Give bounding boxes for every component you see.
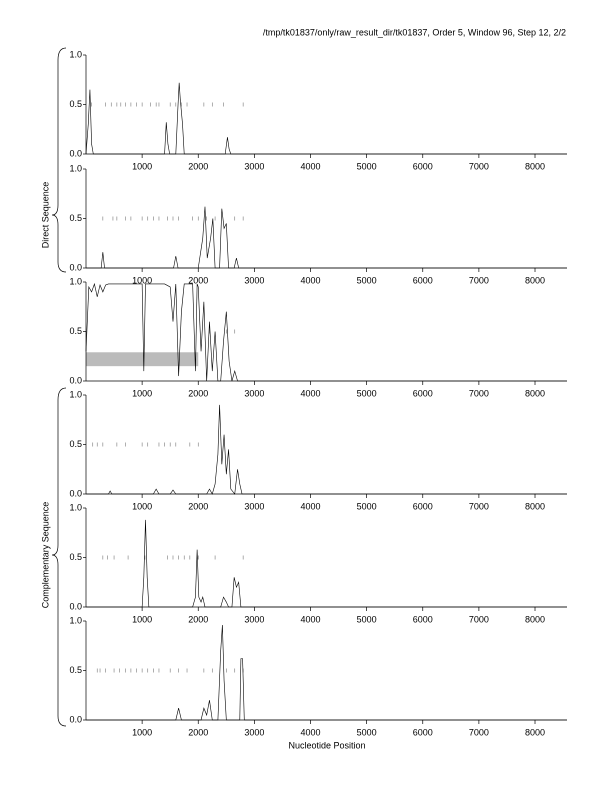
x-tick-label: 3000 (244, 161, 264, 171)
y-tick-label: 0.0 (69, 262, 82, 272)
y-tick-label: 0.5 (69, 213, 82, 223)
line (86, 624, 567, 721)
x-tick-label: 3000 (244, 275, 264, 285)
x-tick-label: 2000 (188, 388, 208, 398)
x-tick-label: 3000 (244, 501, 264, 511)
y-tick-label: 0.5 (69, 552, 82, 562)
x-tick-label: 2000 (188, 161, 208, 171)
x-tick-label: 3000 (244, 388, 264, 398)
x-tick-label: 7000 (469, 275, 489, 285)
x-tick-label: 3000 (244, 727, 264, 737)
line (85, 82, 567, 155)
group-brace (51, 47, 67, 273)
x-tick-label: 2000 (188, 501, 208, 511)
x-tick-label: 4000 (300, 501, 320, 511)
header-title: /tmp/tk01837/only/raw_result_dir/tk01837… (263, 27, 566, 37)
x-tick-label: 5000 (357, 501, 377, 511)
y-tick-label: 0.0 (69, 148, 82, 158)
x-tick-label: 6000 (413, 501, 433, 511)
group-label: Complementary Sequence (40, 502, 50, 609)
x-tick-label: 7000 (469, 388, 489, 398)
line (86, 404, 567, 495)
y-tick-label: 0.0 (69, 488, 82, 498)
group-label: Direct Sequence (40, 182, 50, 249)
x-axis-label: Nucleotide Position (288, 740, 365, 750)
x-tick-label: 2000 (188, 275, 208, 285)
y-tick-label: 0.5 (69, 326, 82, 336)
x-tick-label: 8000 (525, 614, 545, 624)
line (85, 282, 567, 382)
y-tick-label: 0.5 (69, 439, 82, 449)
y-tick-label: 1.0 (69, 502, 82, 512)
x-tick-label: 6000 (413, 614, 433, 624)
x-tick-label: 1000 (132, 161, 152, 171)
x-tick-label: 7000 (469, 161, 489, 171)
y-tick-label: 0.5 (69, 99, 82, 109)
x-tick-label: 5000 (357, 388, 377, 398)
x-tick-label: 4000 (300, 614, 320, 624)
x-tick-label: 8000 (525, 727, 545, 737)
line (86, 519, 567, 608)
x-tick-label: 2000 (188, 727, 208, 737)
x-tick-label: 4000 (300, 161, 320, 171)
x-tick-label: 1000 (132, 501, 152, 511)
x-tick-label: 1000 (132, 727, 152, 737)
x-tick-label: 4000 (300, 727, 320, 737)
group-brace (51, 387, 67, 727)
x-tick-label: 1000 (132, 614, 152, 624)
x-tick-label: 4000 (300, 388, 320, 398)
x-tick-label: 1000 (132, 388, 152, 398)
x-tick-label: 7000 (469, 501, 489, 511)
x-tick-label: 5000 (357, 727, 377, 737)
y-tick-label: 0.5 (69, 665, 82, 675)
x-tick-label: 8000 (525, 388, 545, 398)
x-tick-label: 1000 (132, 275, 152, 285)
x-tick-label: 8000 (525, 501, 545, 511)
x-tick-label: 5000 (357, 614, 377, 624)
y-tick-label: 1.0 (69, 49, 82, 59)
x-tick-label: 3000 (244, 614, 264, 624)
x-tick-label: 6000 (413, 275, 433, 285)
x-tick-label: 7000 (469, 727, 489, 737)
x-tick-label: 6000 (413, 388, 433, 398)
x-tick-label: 8000 (525, 161, 545, 171)
x-tick-label: 7000 (469, 614, 489, 624)
x-tick-label: 6000 (413, 727, 433, 737)
line (86, 206, 567, 269)
y-tick-label: 1.0 (69, 389, 82, 399)
y-tick-label: 1.0 (69, 276, 82, 286)
x-tick-label: 8000 (525, 275, 545, 285)
x-tick-label: 4000 (300, 275, 320, 285)
x-tick-label: 5000 (357, 161, 377, 171)
y-tick-label: 0.0 (69, 601, 82, 611)
x-tick-label: 6000 (413, 161, 433, 171)
x-tick-label: 5000 (357, 275, 377, 285)
x-tick-label: 2000 (188, 614, 208, 624)
y-tick-label: 0.0 (69, 375, 82, 385)
y-tick-label: 0.0 (69, 714, 82, 724)
y-tick-label: 1.0 (69, 615, 82, 625)
shaded-region (86, 352, 199, 367)
y-tick-label: 1.0 (69, 163, 82, 173)
